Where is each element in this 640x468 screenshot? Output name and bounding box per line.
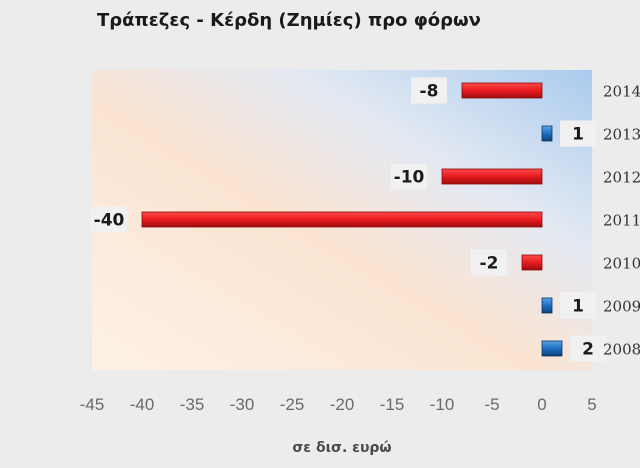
- chart-title: Τράπεζες - Κέρδη (Ζημίες) προ φόρων: [97, 10, 481, 31]
- x-tick-label: -15: [380, 395, 405, 414]
- category-label-2010: 2010: [603, 255, 640, 273]
- data-label-box-2014: [411, 77, 447, 104]
- x-tick-label: -35: [180, 395, 205, 414]
- x-tick-label: -20: [330, 395, 355, 414]
- data-label-2008: 2: [582, 340, 594, 360]
- x-tick-label: -5: [484, 395, 499, 414]
- bar-2008: [541, 340, 563, 357]
- category-label-2013: 2013: [603, 126, 640, 144]
- data-label-2011: -40: [94, 211, 125, 231]
- x-axis-label: σε δισ. ευρώ: [292, 440, 391, 456]
- x-tick-label: -25: [280, 395, 305, 414]
- bar-2009: [541, 297, 553, 314]
- x-tick-label: -45: [80, 395, 105, 414]
- category-label-2008: 2008: [603, 341, 640, 359]
- data-label-box-2012: [391, 163, 427, 190]
- data-label-2012: -10: [394, 168, 425, 188]
- data-label-box-2011: [91, 206, 127, 233]
- data-label-box-2013: [560, 120, 596, 147]
- x-tick-label: -30: [230, 395, 255, 414]
- data-label-box-2008: [570, 335, 606, 362]
- bar-2010: [521, 254, 543, 271]
- bar-2013: [541, 125, 553, 142]
- bar-2014: [461, 82, 543, 99]
- category-label-2009: 2009: [603, 298, 640, 316]
- x-tick-label: 5: [587, 395, 596, 414]
- data-label-box-2009: [560, 292, 596, 319]
- bar-2012: [441, 168, 543, 185]
- x-tick-label: -40: [130, 395, 155, 414]
- x-tick-label: -10: [430, 395, 455, 414]
- data-label-box-2010: [471, 249, 507, 276]
- data-label-2014: -8: [420, 82, 439, 102]
- category-label-2014: 2014: [603, 83, 640, 101]
- bar-2011: [141, 211, 543, 228]
- category-label-2012: 2012: [603, 169, 640, 187]
- data-label-2009: 1: [572, 297, 584, 317]
- category-label-2011: 2011: [603, 212, 640, 230]
- data-label-2013: 1: [572, 125, 584, 145]
- x-tick-label: 0: [537, 395, 546, 414]
- data-label-2010: -2: [480, 254, 499, 274]
